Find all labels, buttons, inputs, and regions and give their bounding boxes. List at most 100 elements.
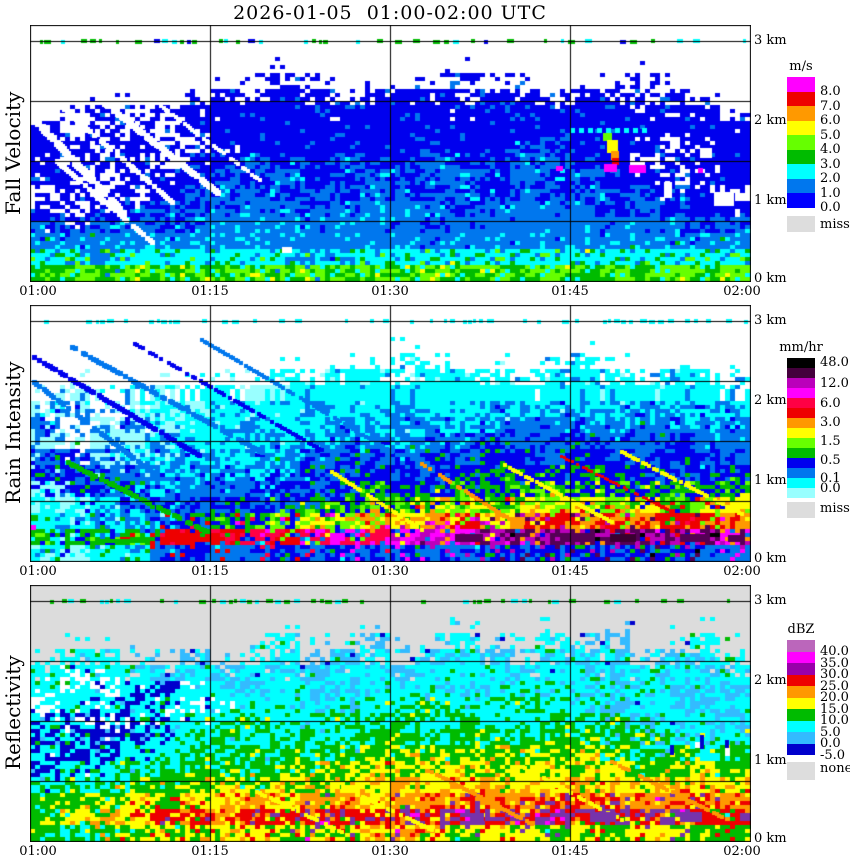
legend-color-cell <box>787 428 815 438</box>
panel1-y-axis-label: Fall Velocity <box>1 91 25 215</box>
time-axis-label: 01:15 <box>191 284 229 299</box>
time-axis-label: 01:30 <box>371 564 409 579</box>
legend-value-label: 15.0 <box>820 701 849 717</box>
time-axis-label: 01:00 <box>19 844 57 859</box>
legend-value-label: 7.0 <box>820 98 841 114</box>
time-axis-label: 01:00 <box>19 564 57 579</box>
legend-color-cell <box>787 106 815 121</box>
legend-unit-label: dBZ <box>787 622 815 637</box>
legend-color-cell <box>787 120 815 135</box>
legend-value-label: 2.0 <box>820 170 841 186</box>
height-axis-label: 2 km <box>754 113 787 128</box>
time-axis-label: 01:45 <box>551 564 589 579</box>
legend-value-label: 3.0 <box>820 156 841 172</box>
fall-velocity-heatmap <box>30 25 751 282</box>
legend-color-cell <box>787 640 815 652</box>
height-axis-label: 1 km <box>754 193 787 208</box>
legend-color-cell <box>787 697 815 709</box>
legend-color-cell <box>787 468 815 478</box>
legend-value-label: 1.5 <box>820 433 841 449</box>
panel3-y-axis-label: Reflectivity <box>1 655 25 771</box>
time-axis-label: 01:30 <box>371 284 409 299</box>
legend-color-cell <box>787 418 815 428</box>
height-axis-label: 2 km <box>754 393 787 408</box>
legend-color-cell <box>787 178 815 193</box>
legend-color-cell <box>787 478 815 488</box>
rain-intensity-heatmap <box>30 305 751 562</box>
legend-color-cell <box>787 488 815 498</box>
legend-value-label: 4.0 <box>820 141 841 157</box>
legend-color-cell <box>787 358 815 368</box>
legend-color-cell <box>787 164 815 179</box>
legend-value-label: 40.0 <box>820 644 849 659</box>
legend-color-cell <box>787 709 815 721</box>
legend-value-label: 1.0 <box>820 185 841 201</box>
legend-color-cell <box>787 378 815 388</box>
legend-color-cell <box>787 368 815 378</box>
legend-color-cell <box>787 458 815 468</box>
time-axis-label: 01:15 <box>191 844 229 859</box>
legend-color-cell <box>787 91 815 106</box>
legend-color-cell <box>787 388 815 398</box>
legend-color-cell <box>787 686 815 698</box>
time-axis-label: 01:45 <box>551 284 589 299</box>
height-axis-label: 3 km <box>754 593 787 608</box>
time-axis-label: 01:15 <box>191 564 229 579</box>
legend-value-label: 0.5 <box>820 452 841 468</box>
height-axis-label: 1 km <box>754 473 787 488</box>
legend-color-cell <box>787 398 815 408</box>
legend-value-label: 0.0 <box>820 480 841 496</box>
height-axis-label: 0 km <box>754 271 787 286</box>
legend-value-label: -5.0 <box>820 747 846 763</box>
legend-missing-cell <box>787 216 815 232</box>
time-axis-label: 02:00 <box>723 564 761 579</box>
legend-color-cell <box>787 651 815 663</box>
legend-color-cell <box>787 663 815 675</box>
legend-unit-label: mm/hr <box>779 340 823 355</box>
legend-color-cell <box>787 720 815 732</box>
legend-value-label: 3.0 <box>820 414 841 430</box>
legend-value-label: 25.0 <box>820 678 849 694</box>
legend-color-cell <box>787 408 815 418</box>
legend-value-label: 0.0 <box>820 199 841 215</box>
legend-unit-label: m/s <box>789 59 813 74</box>
legend-value-label: 6.0 <box>820 395 841 411</box>
legend-value-label: 12.0 <box>820 375 849 391</box>
legend-value-label: 5.0 <box>820 127 841 143</box>
legend-value-label: 30.0 <box>820 667 849 682</box>
time-axis-label: 01:45 <box>551 844 589 859</box>
legend-color-cell <box>787 743 815 755</box>
panel2-y-axis-label: Rain Intensity <box>1 361 25 505</box>
page-title: 2026-01-05 01:00-02:00 UTC <box>233 2 547 24</box>
time-axis-label: 01:00 <box>19 284 57 299</box>
legend-value-label: 48.0 <box>820 354 849 370</box>
legend-missing-cell <box>787 502 815 518</box>
legend-color-cell <box>787 135 815 150</box>
legend-value-label: 8.0 <box>820 83 841 99</box>
legend-value-label: 0.1 <box>820 470 841 486</box>
legend-color-cell <box>787 77 815 92</box>
legend-value-label: 10.0 <box>820 713 849 728</box>
time-axis-label: 01:30 <box>371 844 409 859</box>
legend-value-label: 5.0 <box>820 724 841 740</box>
legend-missing-cell <box>787 762 815 780</box>
height-axis-label: 2 km <box>754 673 787 688</box>
height-axis-label: 0 km <box>754 551 787 566</box>
legend-color-cell <box>787 448 815 458</box>
legend-color-cell <box>787 438 815 448</box>
legend-value-label: 6.0 <box>820 112 841 128</box>
height-axis-label: 3 km <box>754 33 787 48</box>
height-axis-label: 3 km <box>754 313 787 328</box>
legend-color-cell <box>787 193 815 208</box>
legend-missing-label: miss <box>820 216 850 232</box>
time-axis-label: 02:00 <box>723 284 761 299</box>
legend-value-label: 35.0 <box>820 655 849 671</box>
legend-value-label: 0.0 <box>820 736 841 751</box>
legend-color-cell <box>787 674 815 686</box>
legend-value-label: 20.0 <box>820 690 849 705</box>
legend-value-label: none <box>820 760 850 776</box>
legend-missing-label: miss <box>820 500 850 516</box>
legend-color-cell <box>787 732 815 744</box>
time-axis-label: 02:00 <box>723 844 761 859</box>
